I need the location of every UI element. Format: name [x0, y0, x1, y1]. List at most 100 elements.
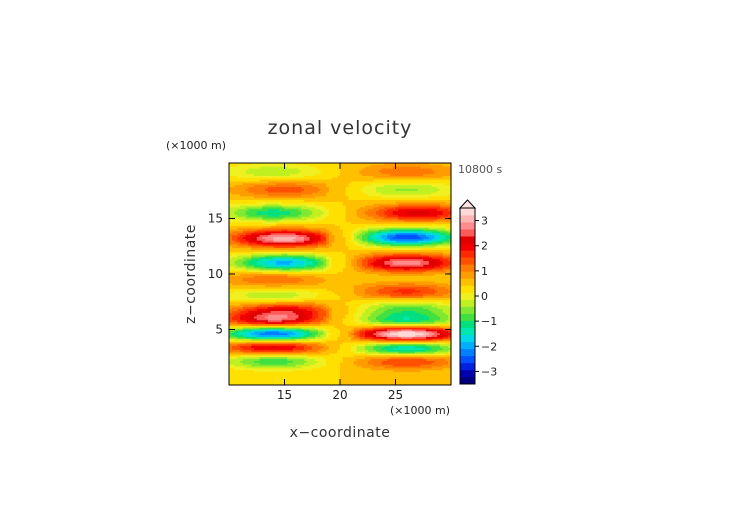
heatmap-cell: [328, 261, 333, 264]
heatmap-cell: [287, 237, 291, 240]
heatmap-cell: [265, 174, 269, 177]
heatmap-cell: [353, 255, 358, 258]
heatmap-cell: [401, 183, 405, 186]
heatmap-cell: [248, 246, 252, 249]
heatmap-cell: [409, 238, 413, 242]
heatmap-cell: [342, 190, 346, 193]
heatmap-cell: [292, 222, 296, 225]
heatmap-cell: [306, 185, 310, 188]
heatmap-cell: [356, 238, 360, 242]
heatmap-cell: [334, 266, 338, 269]
heatmap-cell: [328, 205, 333, 208]
heatmap-cell: [315, 225, 319, 229]
heatmap-cell: [237, 212, 241, 216]
heatmap-cell: [284, 266, 288, 269]
heatmap-cell: [328, 231, 333, 234]
heatmap-cell: [403, 253, 407, 256]
heatmap-cell: [378, 249, 382, 253]
heatmap-cell: [290, 187, 294, 190]
heatmap-cell: [267, 196, 271, 199]
heatmap-cell: [420, 203, 424, 206]
heatmap-cell: [245, 268, 249, 271]
heatmap-cell: [439, 174, 444, 177]
heatmap-cell: [376, 163, 380, 166]
heatmap-cell: [290, 272, 294, 275]
heatmap-cell: [417, 238, 421, 242]
heatmap-cell: [417, 211, 421, 214]
heatmap-cell: [384, 166, 388, 169]
heatmap-cell: [326, 262, 330, 266]
heatmap-cell: [312, 261, 316, 264]
heatmap-cell: [373, 212, 377, 216]
heatmap-cell: [281, 277, 285, 280]
heatmap-cell: [276, 211, 280, 214]
heatmap-cell: [234, 168, 238, 171]
heatmap-cell: [312, 200, 316, 203]
heatmap-cell: [387, 196, 391, 199]
heatmap-cell: [320, 274, 324, 277]
heatmap-cell: [337, 233, 341, 236]
heatmap-cell: [256, 248, 260, 251]
heatmap-cell: [359, 240, 363, 243]
heatmap-cell: [370, 174, 374, 177]
heatmap-cell: [295, 174, 299, 177]
heatmap-cell: [353, 272, 358, 275]
heatmap-cell: [253, 224, 258, 227]
heatmap-cell: [395, 177, 399, 180]
heatmap-cell: [426, 261, 430, 264]
heatmap-cell: [298, 164, 302, 168]
heatmap-cell: [337, 225, 341, 229]
heatmap-cell: [242, 177, 247, 180]
heatmap-cell: [229, 222, 233, 225]
heatmap-cell: [334, 235, 338, 238]
heatmap-cell: [323, 251, 327, 254]
heatmap-cell: [395, 201, 399, 205]
heatmap-cell: [353, 231, 358, 234]
heatmap-cell: [270, 274, 274, 277]
heatmap-cell: [426, 170, 430, 173]
heatmap-cell: [373, 229, 377, 232]
heatmap-cell: [331, 200, 335, 203]
heatmap-cell: [423, 172, 427, 175]
heatmap-cell: [290, 207, 294, 210]
heatmap-cell: [423, 211, 427, 214]
heatmap-cell: [387, 218, 391, 221]
heatmap-cell: [331, 188, 335, 192]
heatmap-cell: [434, 190, 438, 193]
heatmap-cell: [270, 270, 274, 273]
heatmap-cell: [309, 235, 313, 238]
heatmap-cell: [381, 164, 385, 168]
heatmap-cell: [242, 227, 247, 230]
heatmap-cell: [331, 259, 335, 262]
heatmap-cell: [356, 164, 360, 168]
heatmap-cell: [253, 249, 258, 253]
heatmap-cell: [298, 270, 302, 273]
heatmap-cell: [342, 238, 346, 242]
heatmap-cell: [334, 262, 338, 266]
heatmap-cell: [445, 246, 449, 249]
heatmap-cell: [431, 163, 435, 166]
heatmap-cell: [309, 194, 313, 197]
heatmap-cell: [270, 218, 274, 221]
heatmap-cell: [292, 172, 296, 175]
heatmap-cell: [326, 242, 330, 245]
heatmap-cell: [251, 246, 255, 249]
heatmap-cell: [370, 172, 374, 175]
heatmap-cell: [295, 268, 299, 271]
heatmap-cell: [328, 203, 333, 206]
heatmap-cell: [242, 270, 247, 273]
heatmap-cell: [276, 177, 280, 180]
heatmap-cell: [409, 194, 413, 197]
heatmap-cell: [251, 235, 255, 238]
heatmap-cell: [245, 183, 249, 186]
heatmap-cell: [351, 253, 355, 256]
heatmap-cell: [278, 262, 283, 266]
heatmap-cell: [337, 253, 341, 256]
heatmap-cell: [434, 163, 438, 166]
heatmap-cell: [417, 244, 421, 247]
heatmap-cell: [345, 207, 349, 210]
heatmap-cell: [331, 275, 335, 279]
heatmap-cell: [345, 255, 349, 258]
heatmap-cell: [326, 207, 330, 210]
heatmap-cell: [428, 205, 432, 208]
